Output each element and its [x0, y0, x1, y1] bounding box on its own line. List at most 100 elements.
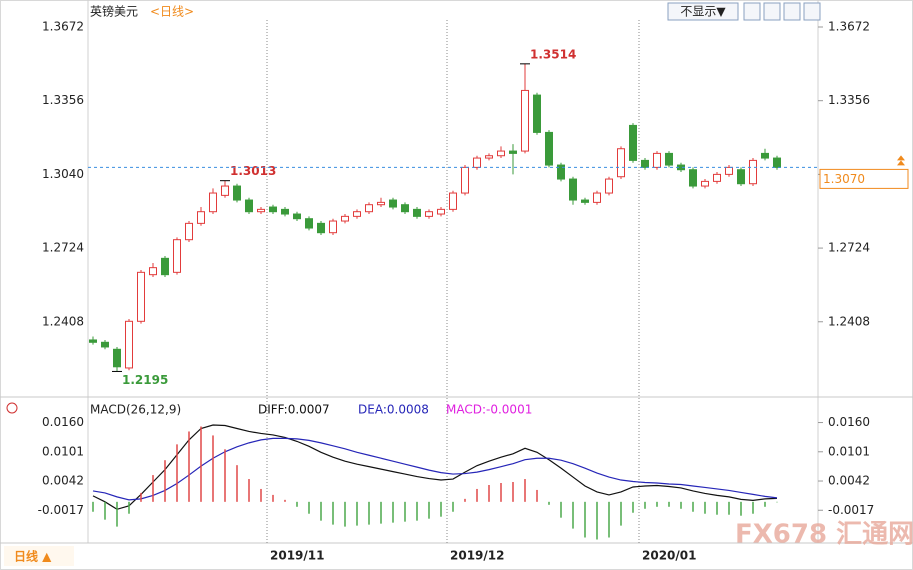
candle-body	[653, 152, 661, 168]
candle-body	[221, 185, 229, 196]
candle-body	[245, 199, 253, 213]
icon-button[interactable]	[743, 2, 761, 21]
last-price-label: 1.3070	[823, 172, 865, 186]
candle-body	[437, 208, 445, 215]
candle-body	[317, 222, 325, 234]
y-tick-label-right: 1.3356	[828, 93, 870, 107]
candle-body	[161, 257, 169, 276]
x-tick-label: 2019/12	[450, 549, 504, 563]
macd-indicator: MACD(26,12,9)	[90, 403, 181, 417]
candle-body	[473, 157, 481, 168]
candle-body	[485, 155, 493, 159]
watermark: FX678 汇通网	[735, 520, 913, 550]
macd-line	[92, 437, 778, 501]
candle-body	[341, 215, 349, 222]
y-tick-label: 1.2408	[42, 314, 84, 328]
y-tick-label-right: -0.0017	[828, 503, 874, 517]
y-tick-label-right: 0.0101	[828, 444, 870, 458]
candle-body	[377, 201, 385, 206]
candle-body	[725, 166, 733, 175]
candle-body	[605, 178, 613, 194]
y-tick-label: 1.3672	[42, 20, 84, 34]
candle-body	[617, 148, 625, 178]
candle-body	[545, 131, 553, 166]
candle-body	[209, 192, 217, 213]
macd-line	[92, 424, 778, 510]
period-link[interactable]: <日线>	[150, 5, 194, 19]
candle-body	[689, 169, 697, 187]
candle-body	[749, 159, 757, 185]
y-tick-label: 0.0160	[42, 415, 84, 429]
icon-button[interactable]	[763, 2, 781, 21]
candle-body	[197, 211, 205, 224]
candle-body	[269, 206, 277, 213]
candle-body	[701, 180, 709, 187]
legend-entry: MACD:-0.0001	[446, 403, 532, 417]
extreme-label: 1.2195	[122, 373, 168, 387]
candle-body	[737, 169, 745, 185]
candle-body	[773, 157, 781, 168]
candle-body	[533, 94, 541, 133]
candle-body	[305, 218, 313, 229]
legend-entry: DIFF:0.0007	[258, 403, 330, 417]
y-tick-label: 0.0101	[42, 444, 84, 458]
candle-body	[569, 178, 577, 201]
candle-body	[581, 199, 589, 203]
last-price-arrow	[897, 155, 905, 166]
candle-body	[713, 173, 721, 182]
candle-body	[173, 239, 181, 273]
last-price-box	[819, 168, 909, 189]
period-button[interactable]	[4, 546, 74, 566]
y-tick-label: 1.3040	[42, 167, 84, 181]
candle-body	[233, 185, 241, 201]
y-tick-label-right: 1.2408	[828, 314, 870, 328]
period-button-label: 日线 ▲	[14, 549, 52, 564]
candle-body	[353, 211, 361, 217]
y-tick-label-right: 1.3672	[828, 20, 870, 34]
x-tick-label: 2019/11	[270, 549, 324, 563]
legend-entry: DEA:0.0008	[358, 403, 429, 417]
candle-body	[89, 339, 97, 343]
y-tick-label-right: 0.0160	[828, 415, 870, 429]
candle-body	[293, 213, 301, 220]
candle-body	[389, 199, 397, 208]
candle-body	[521, 89, 529, 152]
candle-body	[281, 208, 289, 215]
candle-body	[257, 208, 265, 213]
y-tick-label: -0.0017	[38, 503, 84, 517]
candle-body	[665, 152, 673, 166]
candle-body	[593, 192, 601, 203]
extreme-label: 1.3514	[530, 47, 576, 61]
y-tick-label: 1.2724	[42, 241, 84, 255]
candle-body	[329, 220, 337, 234]
y-tick-label-right: 0.0042	[828, 474, 870, 488]
display-button[interactable]	[667, 2, 739, 21]
candle-body	[365, 204, 373, 213]
icon-button[interactable]	[803, 2, 821, 21]
candle-body	[497, 150, 505, 157]
candle-body	[113, 348, 121, 368]
y-tick-label: 1.3356	[42, 93, 84, 107]
settings-icon[interactable]	[6, 402, 18, 414]
candle-body	[401, 204, 409, 213]
x-tick-label: 2020/01	[642, 549, 696, 563]
toolbar-icons	[743, 2, 821, 21]
candle-body	[425, 211, 433, 217]
candle-body	[137, 271, 145, 322]
candle-body	[101, 341, 109, 348]
symbol: 英镑美元	[90, 4, 138, 19]
candle-body	[185, 222, 193, 241]
display-button-label: 不显示▼	[680, 5, 726, 19]
candle-body	[641, 159, 649, 168]
y-tick-label-right: 1.2724	[828, 241, 870, 255]
y-tick-label: 0.0042	[42, 474, 84, 488]
candle-body	[509, 150, 517, 154]
candle-body	[449, 192, 457, 210]
candle-body	[761, 152, 769, 159]
candle-body	[557, 164, 565, 180]
candle-body	[629, 124, 637, 161]
candle-body	[125, 320, 133, 369]
icon-button[interactable]	[783, 2, 801, 21]
